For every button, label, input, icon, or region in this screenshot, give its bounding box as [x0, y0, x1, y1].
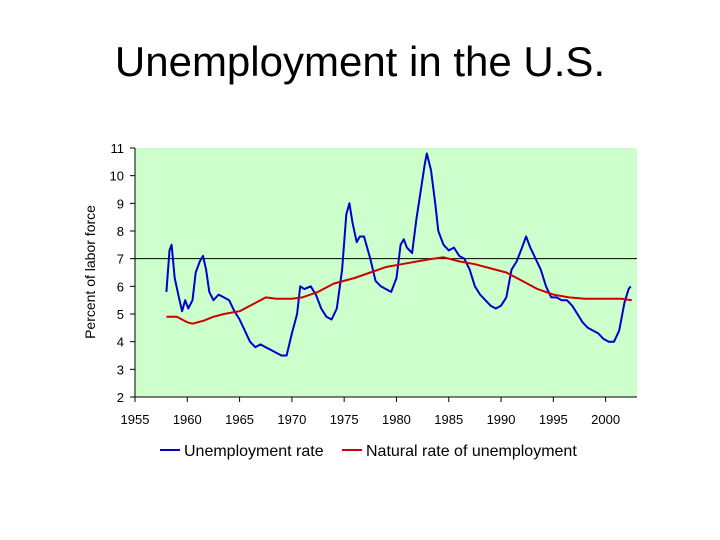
y-axis: 2 3 4 5 6 7 8 9 10 11	[110, 141, 136, 405]
x-tick-label: 2000	[591, 412, 620, 427]
y-tick-label: 6	[117, 279, 124, 294]
x-tick-label: 1960	[173, 412, 202, 427]
y-tick-label: 8	[117, 224, 124, 239]
plot-area	[135, 148, 637, 397]
y-tick-label: 3	[117, 362, 124, 377]
y-tick-label: 4	[117, 335, 124, 350]
series-layer	[165, 152, 632, 357]
x-tick-label: 1955	[121, 412, 150, 427]
x-tick-label: 1970	[277, 412, 306, 427]
x-tick-label: 1985	[434, 412, 463, 427]
y-tick-label: 5	[117, 307, 124, 322]
legend-label: Unemployment rate	[184, 443, 324, 460]
y-tick-label: 9	[117, 196, 124, 211]
x-tick-label: 1995	[539, 412, 568, 427]
y-tick-label: 10	[110, 169, 124, 184]
series-line-unemployment-rate	[165, 152, 632, 357]
slide-title: Unemployment in the U.S.	[114, 38, 606, 85]
y-tick-label: 2	[117, 390, 124, 405]
y-tick-label: 11	[111, 141, 125, 156]
x-tick-label: 1990	[487, 412, 516, 427]
y-tick-label: 7	[117, 252, 124, 267]
x-tick-label: 1980	[382, 412, 411, 427]
x-tick-label: 1975	[330, 412, 359, 427]
legend-label: Natural rate of unemployment	[366, 443, 577, 460]
legend: Unemployment rate Natural rate of unemplo…	[160, 443, 577, 460]
y-axis-title: Percent of labor force	[82, 205, 98, 339]
x-tick-label: 1965	[225, 412, 254, 427]
x-axis: 1955 1960 1965 1970 1975 1980 1985 1990 1995 2000	[121, 396, 637, 427]
series-line-natural-rate	[166, 256, 632, 325]
